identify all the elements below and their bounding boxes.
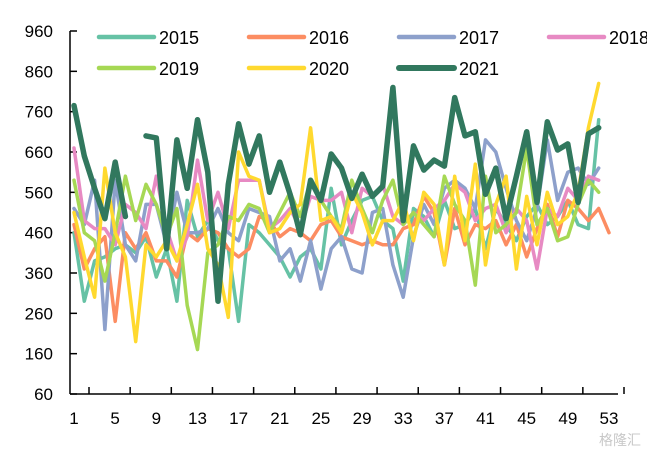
legend-label: 2018 xyxy=(609,28,647,48)
watermark: 格隆汇 xyxy=(599,433,641,449)
x-tick-label: 49 xyxy=(558,409,577,428)
x-tick-label: 33 xyxy=(394,409,413,428)
legend-label: 2017 xyxy=(459,28,499,48)
x-tick-label: 29 xyxy=(353,409,372,428)
y-tick-label: 660 xyxy=(25,143,53,162)
x-tick-label: 25 xyxy=(311,409,330,428)
x-tick-label: 21 xyxy=(270,409,289,428)
legend: 2015 2016 2017 2018 2019 2020 2021 xyxy=(96,28,647,79)
x-tick-label: 9 xyxy=(152,409,161,428)
legend-item-2015: 2015 xyxy=(96,28,199,48)
x-tick-label: 53 xyxy=(600,409,619,428)
y-tick-label: 560 xyxy=(25,183,53,202)
series-line-2021 xyxy=(71,102,129,222)
x-tick-label: 1 xyxy=(69,409,78,428)
x-tick-label: 13 xyxy=(188,409,207,428)
x-tick-label: 17 xyxy=(229,409,248,428)
series-line-2021 xyxy=(143,84,602,304)
series-group xyxy=(71,81,611,352)
axes: 60 160 260 360 460 560 660 760 860 960 1 5 9 13 17 21 25… xyxy=(25,22,625,428)
y-tick-label: 360 xyxy=(25,264,53,283)
legend-item-2016: 2016 xyxy=(246,28,349,48)
y-tick-label: 160 xyxy=(25,345,53,364)
series-2020 xyxy=(72,81,601,344)
legend-item-2019: 2019 xyxy=(96,59,199,79)
legend-item-2020: 2020 xyxy=(246,59,349,79)
legend-item-2018: 2018 xyxy=(546,28,647,48)
y-tick-label: 460 xyxy=(25,224,53,243)
legend-label: 2021 xyxy=(459,59,499,79)
y-tick-label: 260 xyxy=(25,304,53,323)
y-tick-label: 860 xyxy=(25,62,53,81)
x-tick-label: 5 xyxy=(110,409,119,428)
legend-item-2021: 2021 xyxy=(396,59,499,79)
x-tick-label: 37 xyxy=(435,409,454,428)
legend-label: 2019 xyxy=(159,59,199,79)
y-tick-label: 960 xyxy=(25,22,53,41)
y-tick-label: 760 xyxy=(25,103,53,122)
x-tick-label: 45 xyxy=(517,409,536,428)
series-2021 xyxy=(71,84,602,304)
legend-label: 2020 xyxy=(309,59,349,79)
legend-label: 2015 xyxy=(159,28,199,48)
legend-item-2017: 2017 xyxy=(396,28,499,48)
legend-label: 2016 xyxy=(309,28,349,48)
y-tick-label: 60 xyxy=(34,385,53,404)
series-line-2020 xyxy=(72,81,601,344)
x-tick-label: 41 xyxy=(476,409,495,428)
